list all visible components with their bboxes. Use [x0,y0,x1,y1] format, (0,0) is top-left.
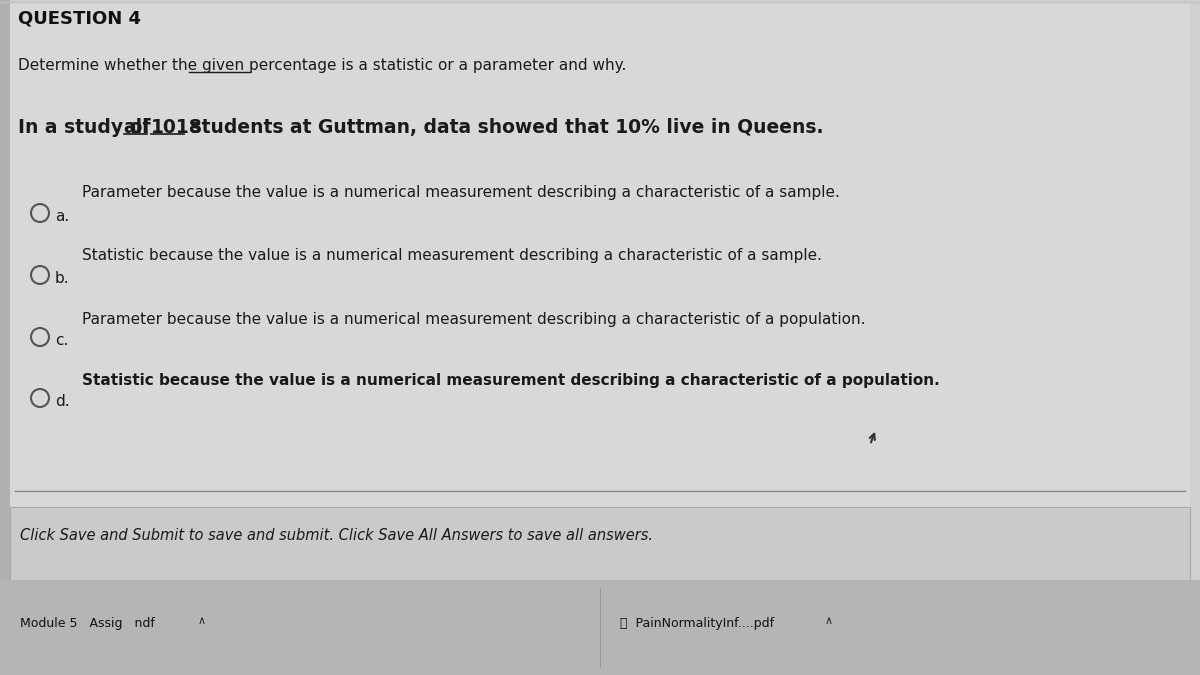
Text: students at Guttman, data showed that 10% live in Queens.: students at Guttman, data showed that 10… [184,118,823,137]
Text: a.: a. [55,209,70,224]
Bar [10,2,1190,580]
Text: all: all [124,118,149,137]
Text: 1018: 1018 [151,118,203,137]
Text: QUESTION 4: QUESTION 4 [18,10,142,28]
Text: Module 5   Assig   ndf: Module 5 Assig ndf [20,616,155,630]
Text: ⬛  PainNormalityInf....pdf: ⬛ PainNormalityInf....pdf [620,616,774,630]
Bar [10,507,1190,580]
Text: ∧: ∧ [826,616,833,626]
Text: d.: d. [55,394,70,409]
Text: c.: c. [55,333,68,348]
Bar [0,0,10,675]
Text: Click Save and Submit to save and submit. Click Save All Answers to save all ans: Click Save and Submit to save and submit… [20,528,653,543]
Text: Parameter because the value is a numerical measurement describing a characterist: Parameter because the value is a numeric… [82,185,840,200]
Text: Determine whether the given percentage is a statistic or a parameter and why.: Determine whether the given percentage i… [18,58,626,73]
Text: Statistic because the value is a numerical measurement describing a characterist: Statistic because the value is a numeric… [82,373,940,388]
Text: b.: b. [55,271,70,286]
Bar [0,580,1200,675]
Text: Statistic because the value is a numerical measurement describing a characterist: Statistic because the value is a numeric… [82,248,822,263]
Text: In a study of: In a study of [18,118,157,137]
Text: ∧: ∧ [198,616,206,626]
Text: Parameter because the value is a numerical measurement describing a characterist: Parameter because the value is a numeric… [82,312,865,327]
